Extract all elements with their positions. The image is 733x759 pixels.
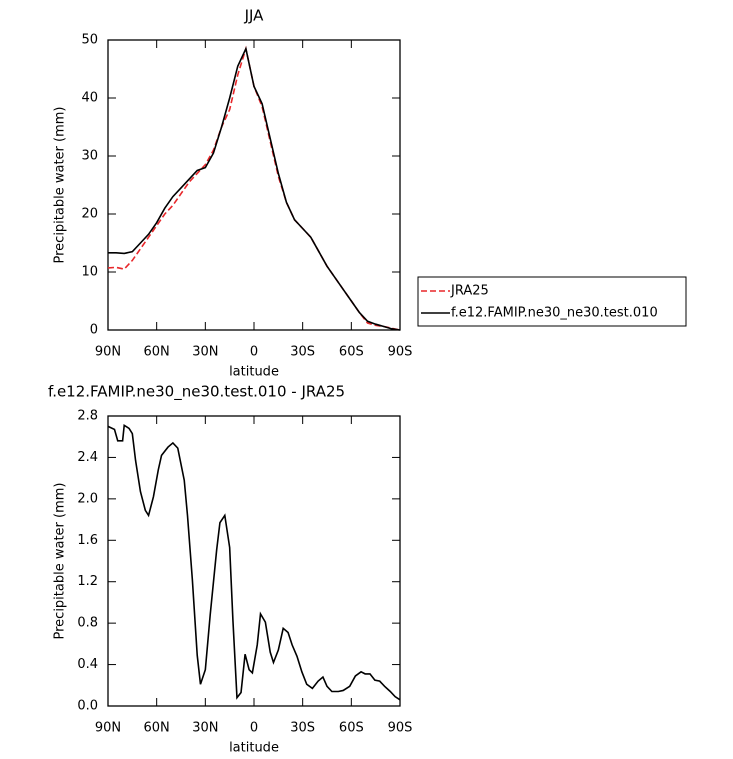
data-line: [107, 423, 401, 701]
y-tick-label: 2.0: [77, 491, 98, 506]
x-tick-label: 0: [250, 345, 258, 360]
legend-label: f.e12.FAMIP.ne30_ne30.test.010: [451, 306, 658, 321]
y-axis-label: Precipitable water (mm): [53, 483, 68, 640]
x-tick-label: 60S: [339, 721, 364, 736]
x-tick-label: 60N: [144, 345, 170, 360]
y-axis-label: Precipitable water (mm): [53, 107, 68, 264]
legend-box: [417, 276, 687, 327]
y-tick-label: 1.6: [77, 533, 98, 548]
plot-frame: [107, 39, 401, 331]
x-tick-label: 30S: [290, 721, 315, 736]
data-line: [107, 45, 401, 331]
y-tick-label: 2.8: [77, 409, 98, 424]
x-tick-label: 90N: [95, 721, 121, 736]
x-tick-label: 90S: [388, 345, 413, 360]
y-tick-label: 2.4: [77, 450, 98, 465]
y-tick-label: 0.4: [77, 657, 98, 672]
y-tick-label: 1.2: [77, 574, 98, 589]
x-tick-label: 30S: [290, 345, 315, 360]
y-tick-label: 0: [90, 323, 98, 338]
chart-title: f.e12.FAMIP.ne30_ne30.test.010 - JRA25: [48, 383, 345, 402]
x-tick-label: 60N: [144, 721, 170, 736]
x-tick-label: 90S: [388, 721, 413, 736]
y-tick-label: 50: [81, 33, 98, 48]
x-axis-label: latitude: [229, 741, 279, 756]
x-axis-label: latitude: [229, 365, 279, 380]
plot-frame: [107, 415, 401, 707]
y-tick-label: 20: [81, 207, 98, 222]
y-tick-label: 10: [81, 265, 98, 280]
data-line: [108, 46, 401, 331]
chart-title: JJA: [244, 7, 265, 25]
y-tick-label: 0.0: [77, 699, 98, 714]
x-tick-label: 90N: [95, 345, 121, 360]
x-tick-label: 0: [250, 721, 258, 736]
y-tick-label: 0.8: [77, 616, 98, 631]
legend-label: JRA25: [450, 284, 489, 299]
x-tick-label: 60S: [339, 345, 364, 360]
x-tick-label: 30N: [192, 721, 218, 736]
x-tick-label: 30N: [192, 345, 218, 360]
y-tick-label: 40: [81, 91, 98, 106]
y-tick-label: 30: [81, 149, 98, 164]
